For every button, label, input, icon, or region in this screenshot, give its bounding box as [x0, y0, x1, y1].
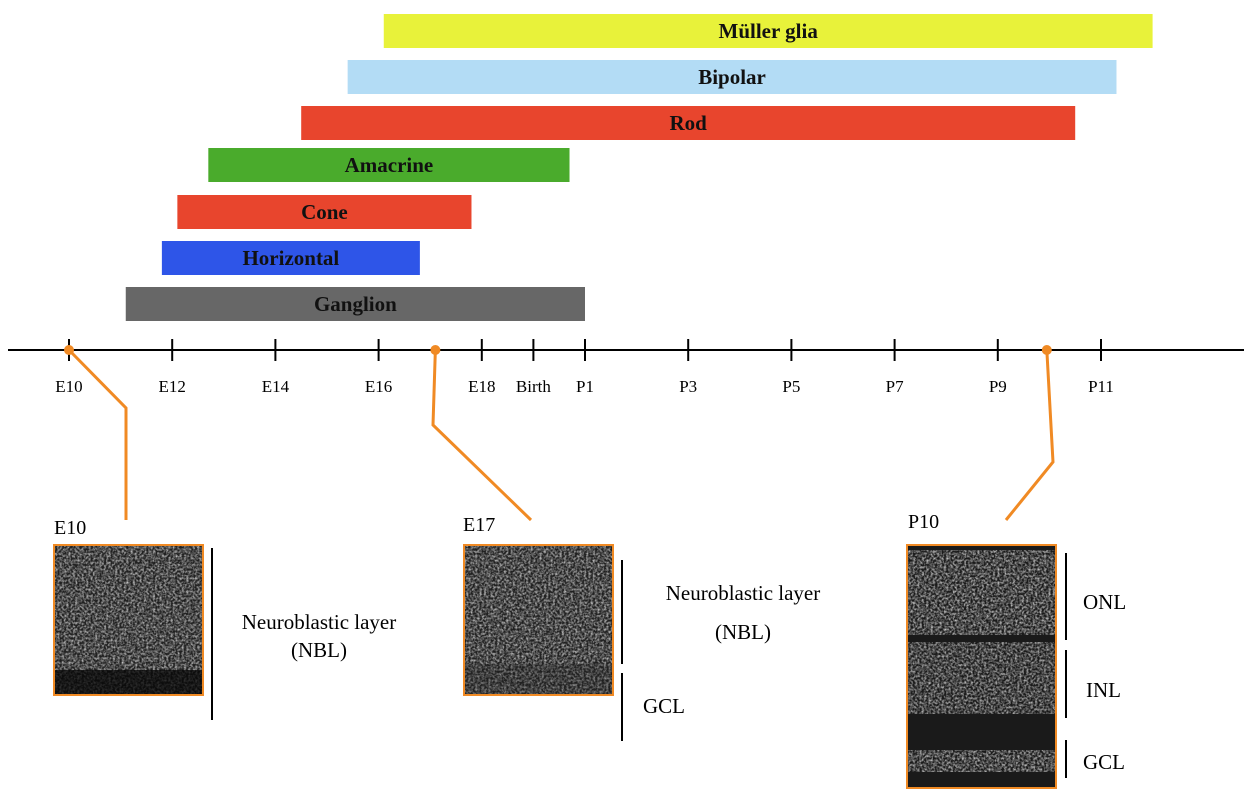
- timeline-axis: E10 E12 E14 E16 E18 Birth P1 P3 P5 P7 P9 P11: [8, 339, 1244, 396]
- panel-e10: E10 Neuroblastic layer (NBL): [53, 517, 397, 720]
- tick-label-e16: E16: [365, 377, 392, 396]
- tick-label-e12: E12: [159, 377, 186, 396]
- connector-e17: [431, 349, 533, 522]
- bar-horizontal: Horizontal: [161, 241, 420, 275]
- tick-label-p11: P11: [1088, 377, 1114, 396]
- bar-label-ganglion: Ganglion: [314, 292, 397, 316]
- micrograph-e10-texture: [55, 546, 202, 694]
- bar-rod: Rod: [301, 106, 1076, 140]
- bar-rect-horizontal: [161, 241, 420, 275]
- bar-label-cone: Cone: [301, 200, 348, 224]
- layer-sub-e10-nbl: (NBL): [291, 638, 347, 662]
- layer-sub-e17-nbl: (NBL): [715, 620, 771, 644]
- tick-label-p7: P7: [886, 377, 904, 396]
- micrograph-p10-gcl-texture: [908, 750, 1055, 772]
- marker-e10: [64, 345, 74, 355]
- bar-ganglion: Ganglion: [125, 287, 585, 321]
- panel-e17: E17 Neuroblastic layer (NBL) GCL: [463, 514, 820, 741]
- tick-label-e14: E14: [262, 377, 290, 396]
- micrograph-e10-dark-region: [55, 670, 202, 694]
- connector-e10: [67, 348, 128, 520]
- bar-rect-cone: [177, 195, 472, 229]
- layer-label-p10-onl: ONL: [1083, 590, 1126, 614]
- tick-label-birth: Birth: [516, 377, 551, 396]
- tick-label-p3: P3: [679, 377, 697, 396]
- marker-p10: [1041, 345, 1052, 355]
- marker-e17: [430, 345, 441, 355]
- layer-label-p10-inl: INL: [1086, 678, 1121, 702]
- bar-label-amacrine: Amacrine: [345, 153, 434, 177]
- bar-amacrine: Amacrine: [208, 148, 570, 182]
- bar-rect-amacrine: [208, 148, 570, 182]
- bar-muller-glia: Müller glia: [383, 14, 1153, 48]
- connector-p10: [1004, 349, 1055, 521]
- bar-label-muller-glia: Müller glia: [719, 19, 819, 43]
- tick-label-e18: E18: [468, 377, 495, 396]
- tick-label-p9: P9: [989, 377, 1007, 396]
- panel-title-e17: E17: [463, 514, 495, 536]
- micrograph-p10-inl-texture: [908, 642, 1055, 714]
- layer-label-e17-gcl: GCL: [643, 694, 685, 718]
- layer-label-p10-gcl: GCL: [1083, 750, 1125, 774]
- bar-rect-rod: [301, 106, 1076, 140]
- bar-bipolar: Bipolar: [347, 60, 1117, 94]
- stage-connectors: [64, 345, 1055, 522]
- bar-cone: Cone: [177, 195, 472, 229]
- layer-label-e17-nbl: Neuroblastic layer: [666, 581, 821, 605]
- micrograph-e17-nbl-texture: [465, 546, 612, 664]
- cell-type-bars: Müller glia Bipolar Rod Amacrine Cone Ho…: [125, 14, 1153, 321]
- tick-label-p1: P1: [576, 377, 594, 396]
- tick-label-e10: E10: [55, 377, 82, 396]
- bar-label-rod: Rod: [670, 111, 708, 135]
- panel-title-p10: P10: [908, 511, 939, 533]
- bar-rect-bipolar: [347, 60, 1117, 94]
- tick-label-p5: P5: [782, 377, 800, 396]
- bar-label-horizontal: Horizontal: [242, 246, 339, 270]
- bar-rect-ganglion: [125, 287, 585, 321]
- panel-p10: P10 ONL INL GCL: [906, 511, 1126, 789]
- bar-rect-m-ller-glia: [383, 14, 1153, 48]
- bar-label-bipolar: Bipolar: [698, 65, 766, 89]
- micrograph-e17-gcl-texture: [465, 664, 612, 694]
- micrograph-p10-onl-texture: [908, 550, 1055, 635]
- panel-title-e10: E10: [54, 517, 86, 539]
- layer-label-e10-nbl: Neuroblastic layer: [242, 610, 397, 634]
